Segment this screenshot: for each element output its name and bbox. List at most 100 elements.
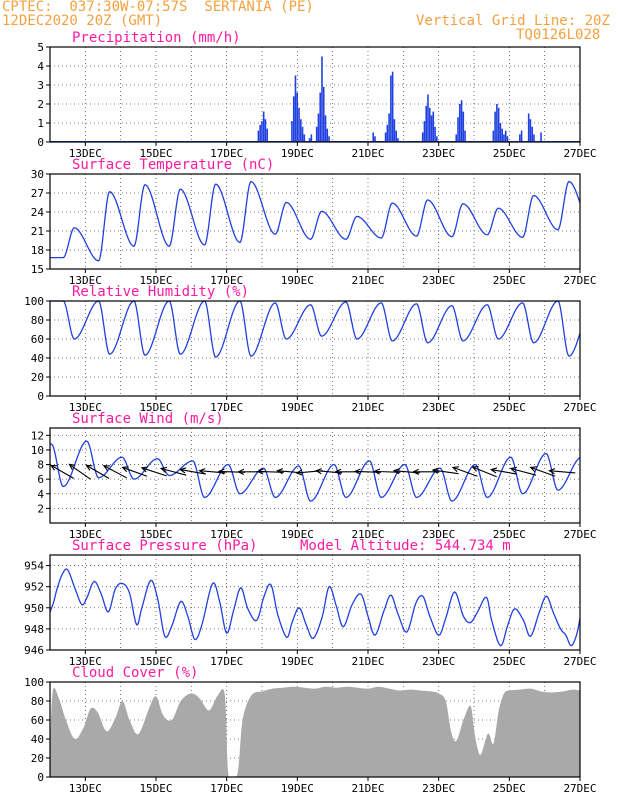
precip-xtick-label: 13DEC [69,147,102,160]
wind-arrow [509,466,537,476]
pres-xtick-label: 17DEC [210,655,243,668]
wind-arrow [85,464,110,479]
precip-bar [492,130,495,142]
wind-xtick-label: 19DEC [281,528,314,541]
cloud-ytick-label: 80 [31,695,44,708]
wind-arrow [489,467,517,475]
precip-bar [294,75,297,142]
precip-plot-frame [49,46,581,143]
rh-ytick-label: 0 [37,390,44,403]
rh-xtick-label: 27DEC [563,401,596,414]
wind-xtick-label: 13DEC [69,528,102,541]
precip-bar [324,115,327,142]
precip-bar [308,138,311,142]
pres-ytick-label: 950 [24,602,44,615]
precip-bar [315,126,318,142]
precip-xtick-label: 15DEC [139,147,172,160]
cloud-xtick-label: 27DEC [563,782,596,795]
precip-bar [527,113,530,142]
rh-xtick-label: 25DEC [493,401,526,414]
wind-arrow [121,466,148,477]
pres-xtick-label: 15DEC [139,655,172,668]
pres-xtick-label: 13DEC [69,655,102,668]
cloud-xtick-label: 13DEC [69,782,102,795]
wind-arrow [140,466,167,477]
temp-ytick-label: 21 [31,225,44,238]
pres-ytick-label: 954 [24,560,44,573]
precip-bar [457,117,459,142]
temp-ytick-label: 24 [31,206,45,219]
wind-ytick-label: 4 [37,488,44,501]
precip-bar [319,92,322,142]
precip-bar [322,86,325,142]
precip-bar [328,136,330,142]
rh-ytick-label: 20 [31,371,44,384]
pres-xtick-label: 21DEC [351,655,384,668]
pres-plot-frame [49,554,581,651]
precip-bar [264,119,267,142]
rh-ytick-label: 40 [31,352,44,365]
precip-bar [266,128,269,142]
wind-ytick-label: 2 [37,502,44,515]
precip-bar [374,136,376,142]
precip-xtick-label: 21DEC [351,147,384,160]
precip-bar [326,128,329,142]
precip-bar [436,136,438,142]
wind-xtick-label: 21DEC [351,528,384,541]
wind-arrow [68,463,91,480]
wind-arrow [431,467,459,475]
precip-bar [520,130,523,142]
precip-bar [506,136,509,142]
cloud-xtick-label: 23DEC [422,782,455,795]
rh-series-line [50,300,581,358]
precip-bar [425,105,428,142]
wind-arrow [548,468,576,475]
precip-bar [257,130,260,142]
precip-bar [388,113,390,142]
precip-bar [501,128,503,142]
precip-bar [519,134,521,142]
temp-xtick-label: 17DEC [210,274,243,287]
pres-ytick-label: 946 [24,644,44,657]
precip-bar [391,71,394,142]
precip-xtick-label: 25DEC [493,147,526,160]
header-grid-note: Vertical Grid Line: 20Z [416,13,610,29]
precip-ytick-label: 0 [37,136,44,149]
precip-bar [430,115,433,142]
temp-ytick-label: 27 [31,187,44,200]
precip-ytick-label: 1 [37,117,44,130]
precip-bar [462,111,465,142]
pres-xtick-label: 23DEC [422,655,455,668]
temp-plot-frame [49,173,581,270]
wind-title: Surface Wind (m/s) [72,411,224,427]
wind-arrow [471,466,497,478]
precip-bar [423,121,426,142]
cloud-title: Cloud Cover (%) [72,665,198,681]
cloud-xtick-label: 19DEC [281,782,314,795]
wind-arrow [529,466,556,477]
rh-xtick-label: 15DEC [139,401,172,414]
temp-xtick-label: 21DEC [351,274,384,287]
precip-title: Precipitation (mm/h) [72,30,241,46]
cloud-xtick-label: 17DEC [210,782,243,795]
cloud-ytick-label: 60 [31,714,44,727]
wind-arrow [159,466,187,476]
wind-xtick-label: 25DEC [493,528,526,541]
rh-title: Relative Humidity (%) [72,284,249,300]
precip-bar [299,119,302,142]
precip-ytick-label: 2 [37,98,44,111]
wind-arrow [179,467,206,475]
precip-bar [434,126,436,142]
precip-bar [261,121,263,142]
wind-ytick-label: 8 [37,459,44,472]
cloud-ytick-label: 20 [31,752,44,765]
header-datetime: 12DEC2020 20Z (GMT) [2,13,163,29]
cloud-cover-area [50,686,580,777]
precip-bar [455,134,458,142]
precip-bar [296,92,299,142]
temp-ytick-label: 18 [31,244,44,257]
precip-bar [504,130,507,142]
temp-ytick-label: 15 [31,263,44,276]
precip-bar [395,130,397,142]
wind-xtick-label: 17DEC [210,528,243,541]
